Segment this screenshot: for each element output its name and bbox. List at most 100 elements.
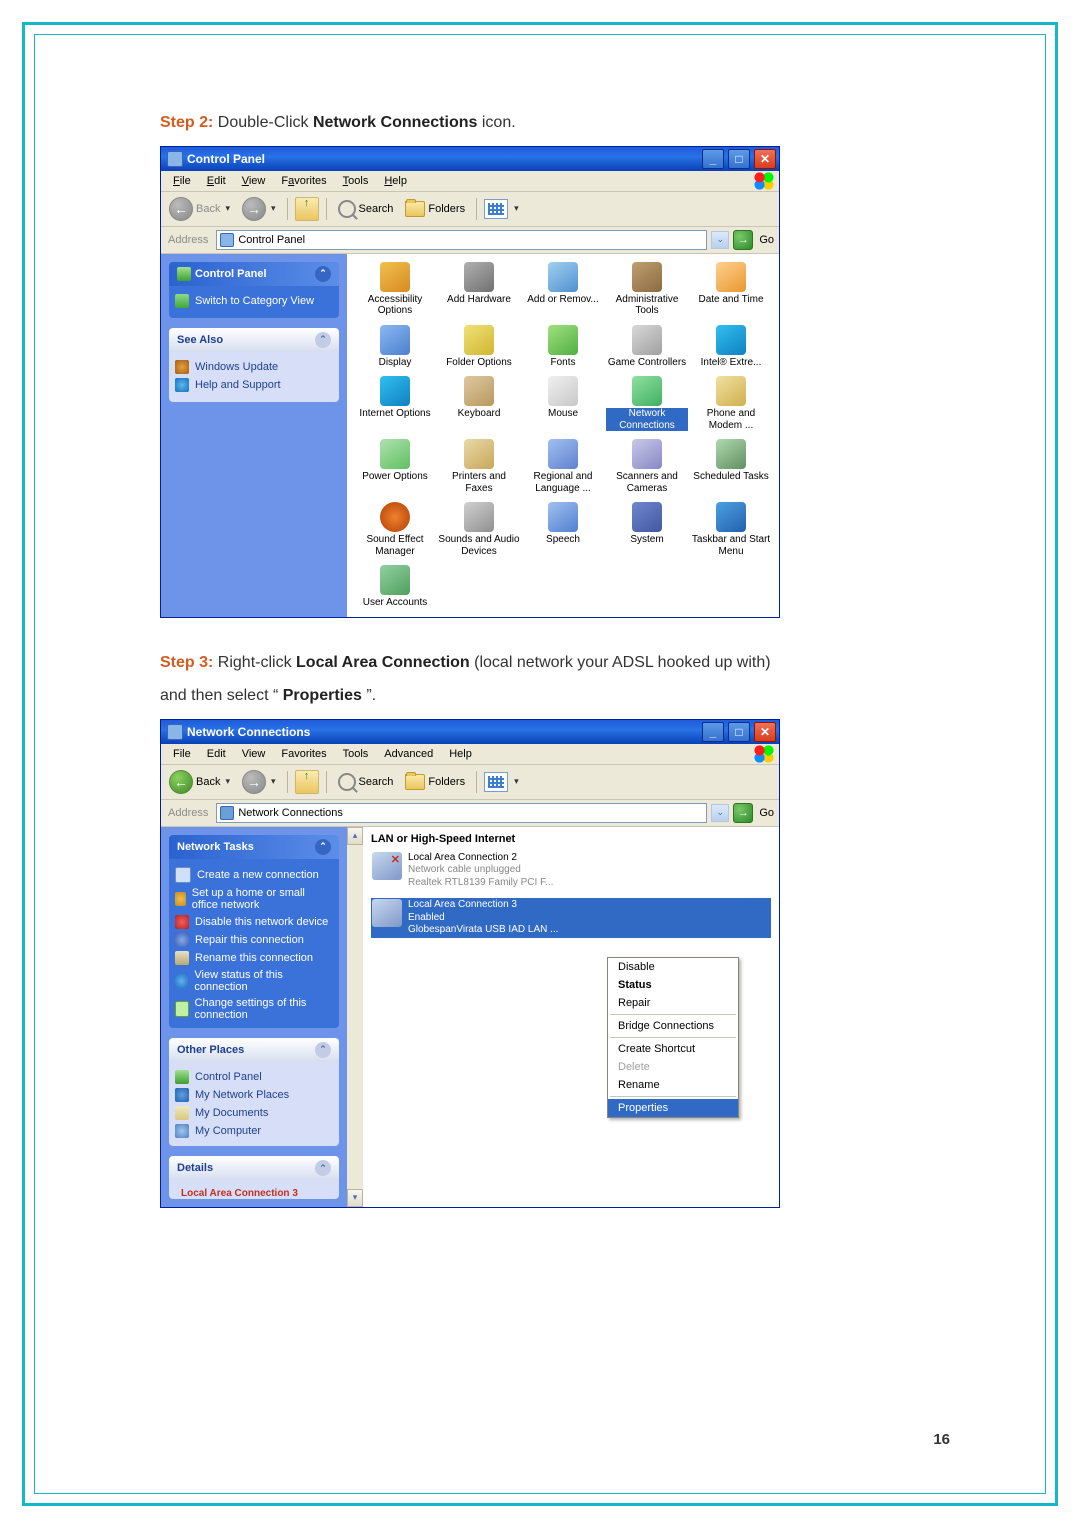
task-link[interactable]: Set up a home or small office network [175,885,333,913]
task-link[interactable]: Repair this connection [175,931,333,949]
cp-item[interactable]: Sound Effect Manager [353,500,437,559]
sidebar-scrollbar[interactable]: ▴ ▾ [347,827,363,1207]
task-link[interactable]: Disable this network device [175,913,333,931]
forward-button[interactable]: → ▾ [238,768,280,796]
cp-item[interactable]: Add Hardware [437,260,521,319]
collapse-icon[interactable]: ⌃ [315,839,331,855]
windows-update-link[interactable]: Windows Update [175,358,333,376]
cp-item[interactable]: User Accounts [353,563,437,611]
ctx-item[interactable]: Disable [608,958,738,976]
cp-item[interactable]: Regional and Language ... [521,437,605,496]
collapse-icon[interactable]: ⌃ [315,1160,331,1176]
maximize-button[interactable]: □ [728,722,750,742]
collapse-icon[interactable]: ⌃ [315,332,331,348]
scroll-down[interactable]: ▾ [347,1189,363,1207]
cp-item[interactable]: Mouse [521,374,605,433]
go-button[interactable]: → [733,230,753,250]
cp-item[interactable]: Accessibility Options [353,260,437,319]
connection-item-selected[interactable]: Local Area Connection 3 Enabled Globespa… [371,898,771,938]
address-input[interactable]: Control Panel [216,230,707,250]
menu-view[interactable]: View [234,173,274,189]
task-link[interactable]: View status of this connection [175,967,333,995]
place-link[interactable]: My Network Places [175,1086,333,1104]
menu-help[interactable]: Help [441,746,480,762]
scroll-up[interactable]: ▴ [347,827,363,845]
views-button[interactable] [484,772,508,792]
ctx-item[interactable]: Repair [608,994,738,1012]
cp-item[interactable]: Administrative Tools [605,260,689,319]
connection-item[interactable]: Local Area Connection 2 Network cable un… [371,851,771,891]
cp-item[interactable]: Scheduled Tasks [689,437,773,496]
menu-file[interactable]: File [165,173,199,189]
ctx-item[interactable]: Bridge Connections [608,1017,738,1035]
cp-item[interactable]: Keyboard [437,374,521,433]
cp-item[interactable]: Game Controllers [605,323,689,371]
cp-item[interactable]: Taskbar and Start Menu [689,500,773,559]
panel-other-places[interactable]: Other Places ⌃ [169,1038,339,1062]
place-link[interactable]: My Computer [175,1122,333,1140]
menu-view[interactable]: View [234,746,274,762]
cp-item[interactable]: Internet Options [353,374,437,433]
place-link[interactable]: My Documents [175,1104,333,1122]
back-button[interactable]: ← Back ▾ [165,768,234,796]
menu-tools[interactable]: Tools [335,173,377,189]
cp-item[interactable]: Add or Remov... [521,260,605,319]
panel-details[interactable]: Details ⌃ [169,1156,339,1180]
address-dropdown[interactable]: ⌄ [711,231,729,249]
help-support-link[interactable]: Help and Support [175,376,333,394]
task-link[interactable]: Rename this connection [175,949,333,967]
cp-item[interactable]: System [605,500,689,559]
back-button[interactable]: ← Back ▾ [165,195,234,223]
views-button[interactable] [484,199,508,219]
cp-item[interactable]: Printers and Faxes [437,437,521,496]
menu-favorites[interactable]: Favorites [273,746,334,762]
cp-item[interactable]: Fonts [521,323,605,371]
up-button[interactable] [295,770,319,794]
minimize-button[interactable]: _ [702,149,724,169]
cp-item[interactable]: Phone and Modem ... [689,374,773,433]
cp-item[interactable]: Scanners and Cameras [605,437,689,496]
search-button[interactable]: Search [334,198,398,220]
menu-help[interactable]: Help [376,173,415,189]
close-button[interactable]: ✕ [754,722,776,742]
cp-item[interactable]: Network Connections [605,374,689,433]
cp-item[interactable]: Speech [521,500,605,559]
ctx-item[interactable]: Create Shortcut [608,1040,738,1058]
task-link[interactable]: Change settings of this connection [175,995,333,1023]
minimize-button[interactable]: _ [702,722,724,742]
search-button[interactable]: Search [334,771,398,793]
panel-control-panel[interactable]: Control Panel ⌃ [169,262,339,286]
collapse-icon[interactable]: ⌃ [315,1042,331,1058]
cp-item[interactable]: Folder Options [437,323,521,371]
cp-item[interactable]: Intel® Extre... [689,323,773,371]
maximize-button[interactable]: □ [728,149,750,169]
collapse-icon[interactable]: ⌃ [315,266,331,282]
ctx-item[interactable]: Rename [608,1076,738,1094]
up-button[interactable] [295,197,319,221]
forward-button[interactable]: → ▾ [238,195,280,223]
switch-category-view[interactable]: Switch to Category View [175,292,333,310]
folders-button[interactable]: Folders [401,199,469,219]
cp-item[interactable]: Date and Time [689,260,773,319]
ctx-item[interactable]: Status [608,976,738,994]
menu-tools[interactable]: Tools [335,746,377,762]
close-button[interactable]: ✕ [754,149,776,169]
menu-favorites[interactable]: Favorites [273,173,334,189]
address-dropdown[interactable]: ⌄ [711,804,729,822]
search-icon [338,200,356,218]
go-button[interactable]: → [733,803,753,823]
panel-network-tasks[interactable]: Network Tasks ⌃ [169,835,339,859]
cp-item[interactable]: Sounds and Audio Devices [437,500,521,559]
ctx-item[interactable]: Properties [608,1099,738,1117]
place-link[interactable]: Control Panel [175,1068,333,1086]
panel-see-also[interactable]: See Also ⌃ [169,328,339,352]
cp-item[interactable]: Display [353,323,437,371]
menu-advanced[interactable]: Advanced [376,746,441,762]
menu-file[interactable]: File [165,746,199,762]
cp-item[interactable]: Power Options [353,437,437,496]
address-input[interactable]: Network Connections [216,803,707,823]
menu-edit[interactable]: Edit [199,746,234,762]
task-link[interactable]: Create a new connection [175,865,333,885]
folders-button[interactable]: Folders [401,772,469,792]
menu-edit[interactable]: Edit [199,173,234,189]
